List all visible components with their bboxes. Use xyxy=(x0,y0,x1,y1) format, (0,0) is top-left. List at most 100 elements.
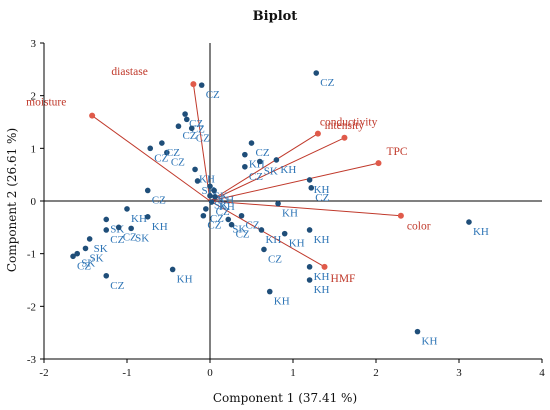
x-tick-label: -1 xyxy=(122,367,131,379)
vector-HMF xyxy=(209,200,325,268)
x-tick-label: -2 xyxy=(39,367,48,379)
x-ticks: -2 -1 0 1 2 3 4 xyxy=(39,359,545,379)
observation-point xyxy=(164,149,170,156)
vector-marker-color xyxy=(397,212,404,219)
observation-label: CZ xyxy=(320,77,334,89)
observation-point xyxy=(194,178,201,184)
y-axis-title: Component 2 (26.61 %) xyxy=(5,128,19,272)
observation-point xyxy=(207,192,213,199)
observation-label: CZ xyxy=(110,234,124,246)
observation-label: KH xyxy=(314,284,330,296)
vector-marker-conductivity xyxy=(314,130,321,137)
observation-label: KH xyxy=(219,201,235,213)
vector-marker-moisture xyxy=(89,112,96,119)
observation-point xyxy=(207,183,213,190)
y-tick-label: 2 xyxy=(31,91,37,103)
observation-point xyxy=(308,185,315,191)
observation-point xyxy=(248,140,255,146)
observation-label: KH xyxy=(314,271,330,283)
observation-point xyxy=(128,225,134,232)
observation-point xyxy=(281,230,288,237)
y-tick-label: 0 xyxy=(31,196,37,208)
observation-point xyxy=(414,328,421,335)
observation-label: SK xyxy=(81,258,95,270)
observation-point xyxy=(200,212,207,219)
observation-label: CZ xyxy=(210,213,224,225)
observation-point xyxy=(74,250,80,257)
observation-point xyxy=(103,227,110,233)
observation-label: CZ xyxy=(110,280,124,292)
observation-label: CZ xyxy=(123,231,137,243)
observation-label: CZ xyxy=(77,260,91,272)
vector-diastase xyxy=(192,84,211,202)
observation-point xyxy=(182,111,188,117)
observation-point xyxy=(258,227,265,233)
observation-label: CZ xyxy=(268,253,282,265)
vector-marker-HMF xyxy=(321,263,328,270)
axes xyxy=(43,43,542,360)
observation-label: CZ xyxy=(249,171,263,183)
observation-point xyxy=(203,206,209,212)
observation-label: KH xyxy=(289,238,305,250)
vector-label-diastase: diastase xyxy=(111,66,147,78)
observation-label: CZ xyxy=(315,192,329,204)
observation-label: CZ xyxy=(171,157,185,169)
observation-label: KH xyxy=(131,213,147,225)
observation-label: SK xyxy=(135,232,149,244)
observation-label: KH xyxy=(218,194,234,206)
x-tick-label: 0 xyxy=(207,367,213,379)
observation-label: KH xyxy=(177,273,193,285)
chart-title: Biplot xyxy=(253,9,298,24)
observation-label: CZ xyxy=(154,152,168,164)
observation-label: KH xyxy=(249,159,265,171)
observation-point xyxy=(115,224,122,231)
observation-label: KH xyxy=(199,173,215,185)
observation-label: CZ xyxy=(196,132,210,144)
vector-label-intensity: intensity xyxy=(324,120,364,132)
observation-point xyxy=(144,214,151,220)
observation-point xyxy=(192,166,198,173)
observation-point xyxy=(70,253,76,260)
observation-point xyxy=(211,187,217,194)
observation-point xyxy=(266,288,273,295)
vector-TPC xyxy=(209,162,379,202)
observation-label: CZ xyxy=(246,220,260,232)
observation-point xyxy=(275,200,281,207)
vector-label-color: color xyxy=(407,221,431,233)
observation-point xyxy=(103,216,110,223)
observation-point xyxy=(188,125,195,132)
observation-label: CZ xyxy=(207,220,221,232)
y-tick-label: 1 xyxy=(31,143,37,155)
observation-point xyxy=(103,272,110,279)
vector-label-TPC: TPC xyxy=(386,146,407,158)
observation-label: CZ xyxy=(206,89,220,101)
vector-marker-intensity xyxy=(341,134,348,141)
observation-point xyxy=(242,151,248,158)
observation-label: SK xyxy=(94,243,108,255)
observation-label: KH xyxy=(265,234,281,246)
x-tick-label: 1 xyxy=(290,367,296,379)
observation-point xyxy=(306,177,313,183)
vector-marker-diastase xyxy=(190,81,197,88)
observation-point xyxy=(144,187,151,194)
observation-point xyxy=(306,264,313,270)
vector-label-HMF: HMF xyxy=(331,273,356,285)
x-tick-label: 3 xyxy=(456,367,462,379)
y-tick-label: -2 xyxy=(27,301,36,313)
vector-intensity xyxy=(209,137,345,202)
observation-label: CZ xyxy=(182,130,196,142)
observation-point xyxy=(242,163,248,170)
observation-point xyxy=(198,82,205,88)
y-tick-label: 3 xyxy=(31,38,37,50)
observation-point xyxy=(208,199,215,205)
observation-label: SK xyxy=(232,223,246,235)
observation-label: SK xyxy=(214,190,228,202)
observation-label: KH xyxy=(473,226,489,238)
observation-point xyxy=(169,266,176,273)
observation-label: KH xyxy=(282,208,298,220)
observation-point xyxy=(175,123,182,130)
observation-label: CZ xyxy=(236,229,250,241)
observation-label: CZ xyxy=(216,206,230,218)
